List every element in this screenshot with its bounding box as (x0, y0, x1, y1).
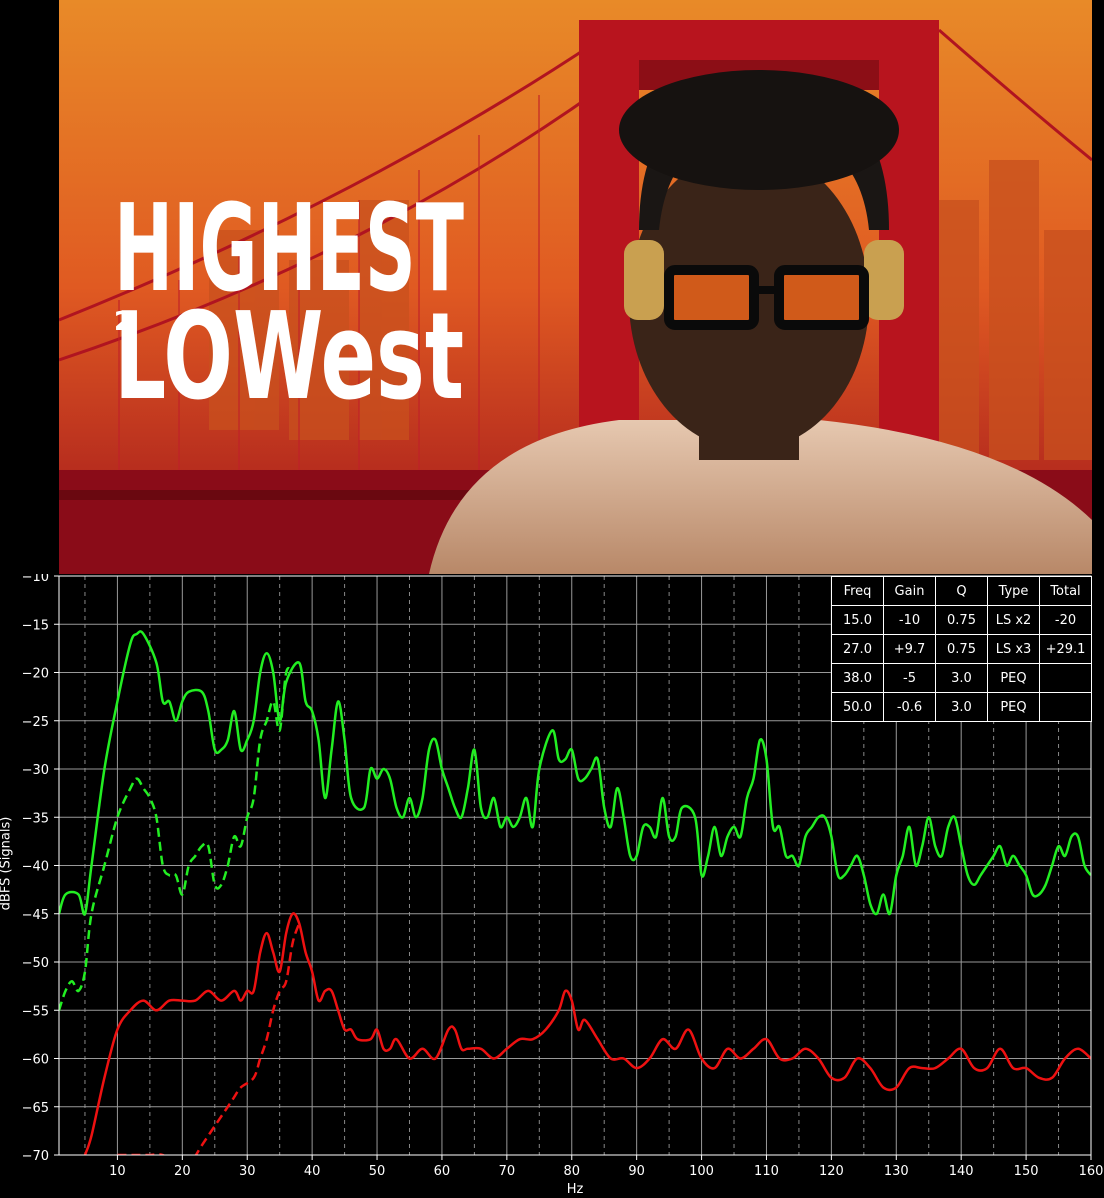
x-tick-label: 60 (434, 1164, 451, 1179)
y-tick-label: −60 (22, 1053, 49, 1068)
x-tick-label: 160 (1079, 1164, 1104, 1179)
y-tick-label: −45 (22, 908, 49, 923)
eq-cell: 38.0 (831, 663, 884, 693)
x-tick-label: 10 (109, 1164, 126, 1179)
x-tick-label: 50 (369, 1164, 386, 1179)
y-tick-label: −10 (22, 574, 49, 585)
eq-header-cell: Q (935, 576, 988, 606)
eq-table-row: 15.0 -10 0.75 LS x2 -20 (831, 605, 1092, 635)
eq-cell (1039, 663, 1092, 693)
eq-cell: LS x2 (987, 605, 1040, 635)
eq-table-row: 50.0 -0.6 3.0 PEQ (831, 692, 1092, 722)
y-tick-label: −65 (22, 1101, 49, 1116)
plot-frame (58, 575, 1092, 1156)
eq-cell: PEQ (987, 692, 1040, 722)
eq-cell: 0.75 (935, 634, 988, 664)
eq-table-row: 38.0 -5 3.0 PEQ (831, 663, 1092, 693)
x-tick-label: 150 (1014, 1164, 1039, 1179)
eq-cell: 15.0 (831, 605, 884, 635)
y-tick-label: −55 (22, 1004, 49, 1019)
y-tick-label: −50 (22, 956, 49, 971)
eq-cell: 3.0 (935, 663, 988, 693)
eq-cell: PEQ (987, 663, 1040, 693)
x-tick-label: 80 (563, 1164, 580, 1179)
poster-title-line2: LOWest (114, 288, 464, 427)
eq-header-cell: Freq (831, 576, 884, 606)
frequency-response-chart: −10−15−20−25−30−35−40−45−50−55−60−65−70 … (22, 574, 1104, 1179)
x-tick-label: 40 (304, 1164, 321, 1179)
x-tick-label: 90 (628, 1164, 645, 1179)
x-tick-label: 70 (499, 1164, 516, 1179)
eq-settings-table: Freq Gain Q Type Total 15.0 -10 0.75 LS … (831, 576, 1092, 722)
eq-cell: 0.75 (935, 605, 988, 635)
y-tick-label: −25 (22, 715, 49, 730)
series-line-3 (83, 912, 1091, 1155)
y-axis-label: dBFS (Signals) (0, 816, 14, 911)
poster-title-small: 2 (114, 307, 132, 337)
x-tick-label: 140 (949, 1164, 974, 1179)
eq-header-cell: Total (1039, 576, 1092, 606)
y-tick-label: −20 (22, 667, 49, 682)
series-line-2 (59, 666, 294, 1011)
poster-title-line1: HIGHEST (114, 180, 464, 319)
eq-cell: LS x3 (987, 634, 1040, 664)
y-axis: −10 −15 −20 −25 −30 −35 −40 −45 −50 −55 −60 −65 −70 (22, 574, 59, 1164)
y-tick-label: −70 (22, 1149, 49, 1164)
y-tick-label: −35 (22, 811, 49, 826)
y-tick-label: −15 (22, 618, 49, 633)
eq-table-header-row: Freq Gain Q Type Total (831, 576, 1092, 606)
x-tick-label: 120 (819, 1164, 844, 1179)
eq-cell: -0.6 (883, 692, 936, 722)
eq-cell: -5 (883, 663, 936, 693)
eq-header-cell: Gain (883, 576, 936, 606)
x-tick-label: 20 (174, 1164, 191, 1179)
eq-cell: -10 (883, 605, 936, 635)
eq-cell: 27.0 (831, 634, 884, 664)
x-axis: 10 20 30 40 50 60 70 80 90 100 110 120 130 140 150 160 (109, 1155, 1103, 1179)
x-tick-label: 100 (689, 1164, 714, 1179)
eq-header-cell: Type (987, 576, 1040, 606)
eq-cell: -20 (1039, 605, 1092, 635)
eq-table-row: 27.0 +9.7 0.75 LS x3 +29.1 (831, 634, 1092, 664)
eq-cell: 3.0 (935, 692, 988, 722)
eq-cell (1039, 692, 1092, 722)
x-tick-label: 110 (754, 1164, 779, 1179)
eq-cell: +29.1 (1039, 634, 1092, 664)
series-line-4 (117, 922, 301, 1155)
x-tick-label: 30 (239, 1164, 256, 1179)
y-tick-label: −40 (22, 860, 49, 875)
y-tick-label: −30 (22, 763, 49, 778)
eq-cell: 50.0 (831, 692, 884, 722)
eq-cell: +9.7 (883, 634, 936, 664)
movie-poster-image: HIGHEST 2 LOWest (59, 0, 1092, 574)
series-line-1 (59, 630, 1091, 916)
x-axis-label: Hz (566, 1182, 584, 1197)
x-tick-label: 130 (884, 1164, 909, 1179)
